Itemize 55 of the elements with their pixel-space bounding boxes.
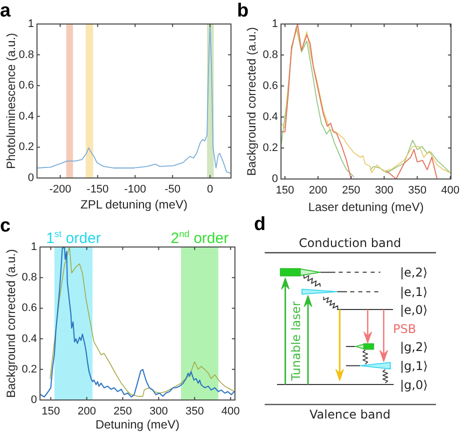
y-tick-label: 1 [28,18,34,30]
y-tick-label: 0.8 [18,48,34,61]
y-tick-label: 0.8 [22,272,37,284]
x-tick-label: -200 [49,184,72,196]
x-tick-label: 200 [78,406,96,418]
x-tick-label: 350 [185,406,204,418]
y-axis-title: Background corrected (a.u.) [244,27,258,176]
y-tick-label: 0.4 [262,111,278,124]
chart-title: c [0,216,11,237]
y-tick-label: 0.4 [22,332,37,345]
text: d [254,214,266,235]
y-tick-label: 0.8 [262,49,278,62]
chart-title: b [237,0,249,22]
x-tick-label: 0 [206,184,214,196]
text: |g,1⟩ [400,359,428,373]
x-tick-label: -100 [124,184,146,196]
y-tick-label: 0 [272,173,278,186]
x-tick-label: -150 [86,184,109,196]
x-tick-label: 300 [375,184,394,197]
x-tick-label: 400 [221,406,240,418]
y-axis-title: Photoluminescence (a.u.) [4,32,18,170]
text: |g,0⟩ [400,378,428,392]
x-tick-label: -50 [164,184,181,196]
text: |e,2⟩ [400,266,428,280]
y-tick-label: 0.2 [262,142,278,154]
y-tick-label: 0.2 [22,363,37,376]
chart-title: a [0,0,11,22]
text: |g,2⟩ [400,340,428,354]
y-tick-label: 1 [30,241,37,254]
y-tick-label: 0.6 [18,80,34,92]
text: Tunable laser [289,301,303,382]
y-axis-title: Background corrected (a.u.) [4,249,18,398]
x-tick-label: 350 [408,184,426,197]
x-tick-label: 300 [149,406,168,418]
x-axis-title: Laser detuning (meV) [308,200,424,214]
y-tick-label: 1 [272,18,278,30]
y-tick-label: 0.2 [18,141,34,154]
y-tick-label: 0 [28,172,34,184]
y-tick-label: 0.6 [22,302,37,314]
text: PSB [393,322,416,336]
text: |e,0⟩ [400,303,428,317]
y-tick-label: 0.6 [262,80,278,92]
y-tick-label: 0 [30,394,37,406]
text: |e,1⟩ [400,285,428,299]
x-tick-label: 150 [42,406,60,418]
y-tick-label: 0.4 [18,110,34,122]
x-axis-title: ZPL detuning (meV) [80,197,188,212]
x-axis-title: Detuning (meV) [95,417,180,432]
x-tick-label: 150 [276,184,294,197]
text: Conduction band [298,236,402,250]
text: Valence band [310,408,390,422]
x-tick-label: 400 [441,184,460,197]
x-tick-label: 250 [114,406,132,418]
x-tick-label: 200 [308,184,328,197]
x-tick-label: 250 [342,184,360,197]
